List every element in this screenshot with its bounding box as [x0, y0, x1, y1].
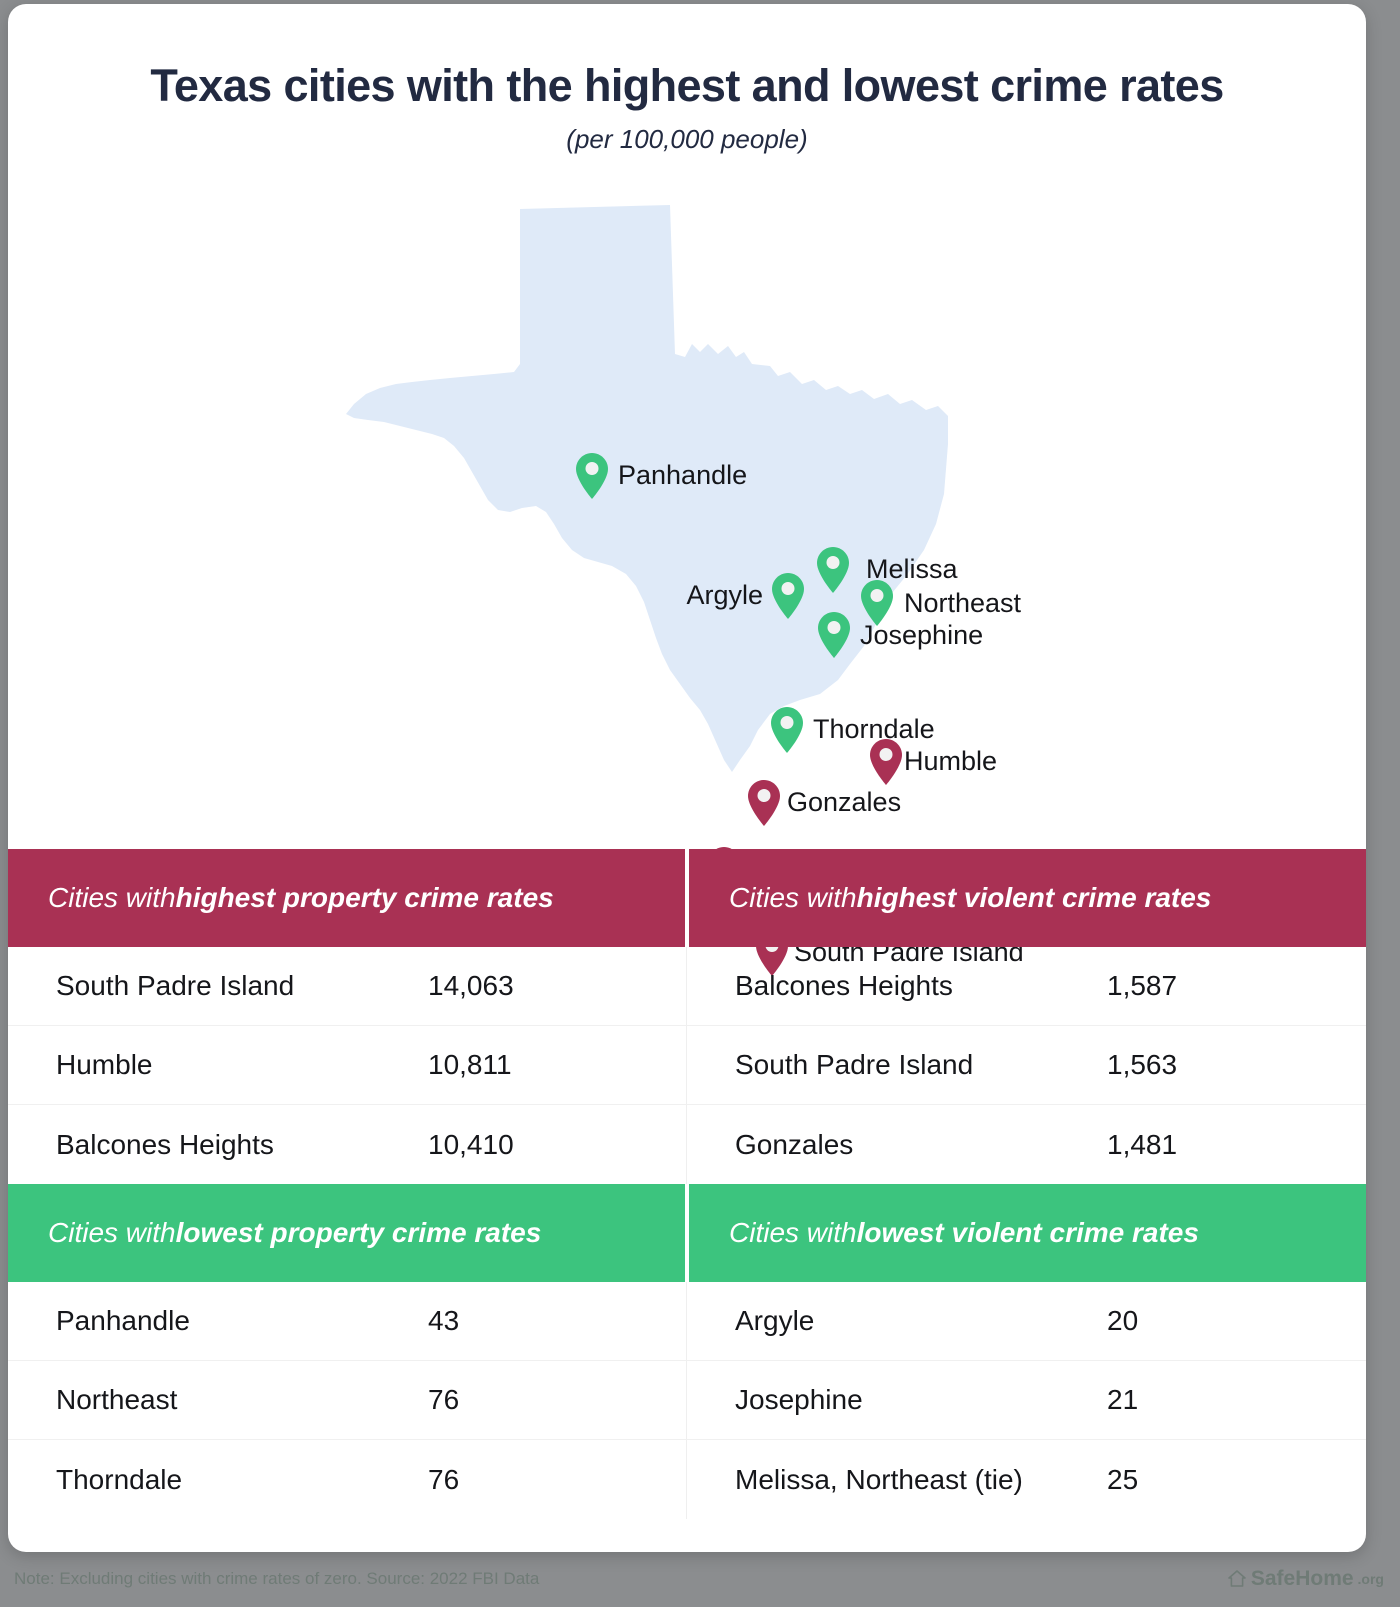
row-lowest-violent: Melissa, Northeast (tie) 25	[687, 1440, 1366, 1519]
city-value: 76	[428, 1384, 460, 1415]
city-name: South Padre Island	[735, 1049, 974, 1080]
map-pin-josephine[interactable]	[816, 611, 852, 659]
city-value: 43	[428, 1305, 460, 1336]
city-value: 21	[1107, 1384, 1139, 1415]
page-title: Texas cities with the highest and lowest…	[150, 60, 1224, 111]
city-name: Balcones Heights	[56, 1128, 274, 1160]
map-pin-icon	[870, 739, 902, 785]
row-highest-property: Humble 10,811	[8, 1026, 687, 1104]
city-name: South Padre Island	[56, 970, 295, 1001]
row-lowest-property: Northeast 76	[8, 1361, 687, 1439]
city-value: 10,410	[428, 1128, 514, 1160]
map-pin-humble[interactable]	[868, 738, 904, 786]
safehome-logo[interactable]: SafeHome .org	[1227, 1567, 1384, 1591]
table-row: Humble 10,811 South Padre Island 1,563	[8, 1026, 1366, 1105]
row-lowest-property: Thorndale 76	[8, 1440, 687, 1519]
header-emphasis: lowest property crime rates	[175, 1217, 542, 1248]
row-highest-violent: South Padre Island 1,563	[687, 1026, 1366, 1104]
table-row: Balcones Heights 10,410 Gonzales 1,481	[8, 1105, 1366, 1184]
header-lowest-property: Cities with lowest property crime rates	[8, 1184, 685, 1282]
map-label-northeast: Northeast	[904, 588, 1022, 618]
header-emphasis: lowest violent crime rates	[856, 1217, 1199, 1248]
header-prefix: Cities with	[729, 882, 857, 913]
highest-header-band: Cities with highest property crime rates…	[8, 849, 1366, 947]
header-highest-property: Cities with highest property crime rates	[8, 849, 685, 947]
texas-map: Panhandle Melissa Argyle	[8, 194, 1366, 976]
table-row: Thorndale 76 Melissa, Northeast (tie) 25	[8, 1440, 1366, 1519]
map-pin-icon	[817, 547, 849, 593]
map-label-panhandle: Panhandle	[618, 460, 748, 490]
city-name: Melissa, Northeast (tie)	[735, 1463, 1023, 1495]
highest-rows: South Padre Island 14,063 Balcones Heigh…	[8, 947, 1366, 1184]
crime-tables: Cities with highest property crime rates…	[8, 849, 1366, 1519]
city-name: Northeast	[56, 1384, 178, 1415]
header-highest-violent: Cities with highest violent crime rates	[689, 849, 1366, 947]
map-pin-northeast[interactable]	[859, 579, 895, 627]
table-row: South Padre Island 14,063 Balcones Heigh…	[8, 947, 1366, 1026]
page-subtitle: (per 100,000 people)	[566, 124, 808, 154]
city-value: 1,481	[1107, 1128, 1178, 1160]
row-highest-property: Balcones Heights 10,410	[8, 1105, 687, 1184]
header-emphasis: highest property crime rates	[175, 882, 554, 913]
city-value: 1,587	[1107, 970, 1178, 1001]
map-label-gonzales: Gonzales	[787, 787, 902, 817]
brand-tld: .org	[1357, 1571, 1384, 1587]
table-row: Northeast 76 Josephine 21	[8, 1361, 1366, 1440]
header-prefix: Cities with	[729, 1217, 857, 1248]
house-icon	[1228, 1570, 1246, 1587]
city-value: 25	[1107, 1463, 1139, 1495]
map-pin-thorndale[interactable]	[769, 706, 805, 754]
map-label-melissa: Melissa	[866, 554, 958, 584]
brand-name: SafeHome	[1250, 1567, 1354, 1590]
row-highest-violent: Gonzales 1,481	[687, 1105, 1366, 1184]
city-name: Josephine	[735, 1384, 863, 1415]
city-name: Humble	[56, 1049, 153, 1080]
city-value: 20	[1107, 1305, 1139, 1336]
city-name: Panhandle	[56, 1305, 190, 1336]
map-pin-icon	[576, 453, 608, 499]
row-highest-violent: Balcones Heights 1,587	[687, 947, 1366, 1025]
city-name: Gonzales	[735, 1128, 854, 1160]
header-emphasis: highest violent crime rates	[856, 882, 1212, 913]
header-prefix: Cities with	[48, 882, 176, 913]
map-pin-melissa[interactable]	[815, 546, 851, 594]
row-lowest-violent: Argyle 20	[687, 1282, 1366, 1360]
map-label-argyle: Argyle	[686, 580, 763, 610]
source-note: Note: Excluding cities with crime rates …	[14, 1569, 540, 1588]
map-pin-panhandle[interactable]	[574, 452, 610, 500]
texas-state-shape	[346, 205, 948, 772]
header-lowest-violent: Cities with lowest violent crime rates	[689, 1184, 1366, 1282]
map-label-humble: Humble	[904, 746, 998, 776]
map-label-thorndale: Thorndale	[813, 714, 935, 744]
map-pin-icon	[818, 612, 850, 658]
city-name: Argyle	[735, 1305, 815, 1336]
city-value: 14,063	[428, 970, 514, 1001]
city-name: Thorndale	[56, 1463, 183, 1495]
map-pin-gonzales[interactable]	[746, 779, 782, 827]
lowest-rows: Panhandle 43 Argyle 20 Northeast 76 Jose…	[8, 1282, 1366, 1519]
row-highest-property: South Padre Island 14,063	[8, 947, 687, 1025]
city-name: Balcones Heights	[735, 970, 953, 1001]
row-lowest-violent: Josephine 21	[687, 1361, 1366, 1439]
city-value: 1,563	[1107, 1049, 1178, 1080]
header-prefix: Cities with	[48, 1217, 176, 1248]
city-value: 76	[428, 1463, 460, 1495]
map-pin-icon	[771, 707, 803, 753]
map-label-josephine: Josephine	[860, 620, 984, 650]
map-pin-icon	[861, 580, 893, 626]
row-lowest-property: Panhandle 43	[8, 1282, 687, 1360]
lowest-header-band: Cities with lowest property crime rates …	[8, 1184, 1366, 1282]
infographic-card: Texas cities with the highest and lowest…	[8, 4, 1366, 1552]
map-pin-icon	[748, 780, 780, 826]
city-value: 10,811	[428, 1049, 512, 1080]
map-pin-argyle[interactable]	[770, 572, 806, 620]
footer: Note: Excluding cities with crime rates …	[0, 1551, 1400, 1607]
map-pin-icon	[772, 573, 804, 619]
table-row: Panhandle 43 Argyle 20	[8, 1282, 1366, 1361]
